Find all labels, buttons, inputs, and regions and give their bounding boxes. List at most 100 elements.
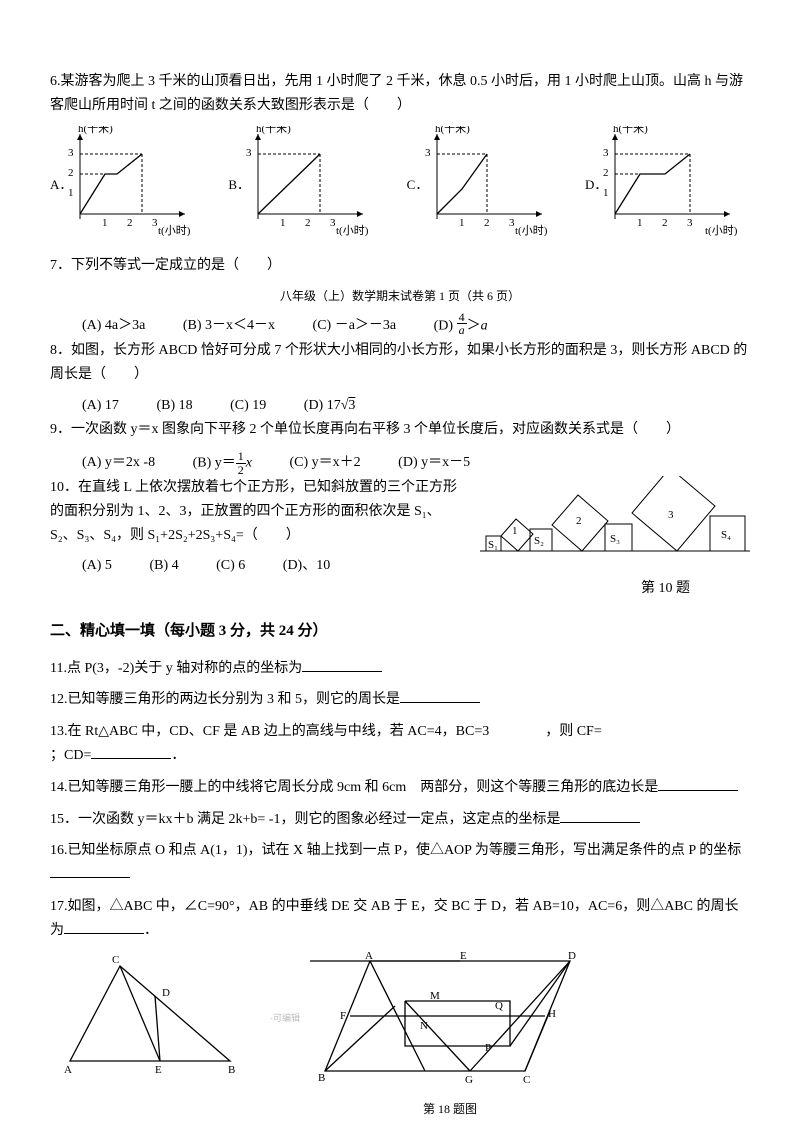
q7-d: (D) 4a＞a <box>434 313 488 339</box>
q8-b: (B) 18 <box>156 394 192 418</box>
svg-text:3: 3 <box>68 147 74 159</box>
q17-blank <box>64 919 144 934</box>
svg-text:t(小时): t(小时) <box>515 224 548 236</box>
svg-text:t(小时): t(小时) <box>705 224 738 236</box>
svg-text:F: F <box>340 1010 346 1022</box>
q8-a: (A) 17 <box>82 394 119 418</box>
q16-text: 16.已知坐标原点 O 和点 A(1，1)，试在 X 轴上找到一点 P，使△AO… <box>50 843 741 858</box>
svg-text:2: 2 <box>127 217 133 229</box>
svg-text:N: N <box>420 1020 428 1032</box>
q6-chart-c-svg: 3 123 h(千米)t(小时) <box>407 126 557 236</box>
svg-text:S₁: S₁ <box>488 539 498 551</box>
page-footer-text: 八年级（上）数学期末试卷第 1 页（共 6 页） <box>280 289 520 303</box>
q13-text2: ；CD= <box>50 748 91 763</box>
svg-text:S₄: S₄ <box>721 529 731 541</box>
q6-chart-b: B． 3 123 h(千米)t(小时) <box>228 126 393 245</box>
q9-opts: (A) y＝2x -8 (B) y＝12x (C) y＝x＋2 (D) y＝x－… <box>50 450 750 476</box>
q14-text: 14.已知等腰三角形一腰上的中线将它周长分成 9cm 和 6cm 两部分，则这个… <box>50 780 658 795</box>
q13: 13.在 Rt△ABC 中，CD、CF 是 AB 边上的高线与中线，若 AC=4… <box>50 720 750 768</box>
svg-text:D: D <box>162 987 170 999</box>
q6-chart-d-svg: 123 123 h(千米)t(小时) <box>585 126 745 236</box>
svg-text:C: C <box>523 1074 530 1086</box>
q8-d: (D) 17√3 <box>304 394 356 418</box>
svg-text:B: B <box>318 1072 325 1084</box>
svg-text:M: M <box>430 990 440 1002</box>
q10: S₁ 1 S₂ 2 S₃ 3 S₄ 10．在直线 L 上依次摆放着七个正方形，已… <box>50 476 750 601</box>
q6-chart-c: C． 3 123 h(千米)t(小时) <box>407 126 572 245</box>
svg-text:C: C <box>112 954 119 966</box>
q12: 12.已知等腰三角形的两边长分别为 3 和 5，则它的周长是 <box>50 688 750 712</box>
q13-text: 13.在 Rt△ABC 中，CD、CF 是 AB 边上的高线与中线，若 AC=4… <box>50 724 602 739</box>
svg-text:G: G <box>465 1074 473 1086</box>
q6-chart-d: D． 123 123 h(千米)t(小时) <box>585 126 750 245</box>
svg-text:2: 2 <box>576 515 582 527</box>
q6: 6.某游客为爬上 3 千米的山顶看日出，先用 1 小时爬了 2 千米，休息 0.… <box>50 70 750 118</box>
fig18-caption: 第 18 题图 <box>310 1099 590 1119</box>
svg-text:P: P <box>485 1042 491 1054</box>
svg-text:3: 3 <box>603 147 609 159</box>
q6-text: 6.某游客为爬上 3 千米的山顶看日出，先用 1 小时爬了 2 千米，休息 0.… <box>50 74 743 113</box>
fig18-svg: AED BGC FH MQ NP <box>310 951 590 1091</box>
q6-chart-a-svg: 123 123 h(千米)t(小时) <box>50 126 200 236</box>
watermark: -可编辑 <box>270 1011 300 1026</box>
q9-a: (A) y＝2x -8 <box>82 451 155 475</box>
q11: 11.点 P(3，-2)关于 y 轴对称的点的坐标为 <box>50 657 750 681</box>
q9-text: 9．一次函数 y＝x 图象向下平移 2 个单位长度再向右平移 3 个单位长度后，… <box>50 422 680 437</box>
q6-chart-a: A． 123 123 h(千米)t(小时) <box>50 126 215 245</box>
q16-blank <box>50 863 130 878</box>
svg-text:2: 2 <box>484 217 490 229</box>
svg-text:S₂: S₂ <box>534 535 544 547</box>
q10-d: (D)、10 <box>283 554 330 578</box>
q8: 8．如图，长方形 ABCD 恰好可分成 7 个形状大小相同的小长方形，如果小长方… <box>50 339 750 387</box>
q7-text: 7．下列不等式一定成立的是（ ） <box>50 258 281 273</box>
q7-opts: (A) 4a＞3a (B) 3－x＜4－x (C) －a＞－3a (D) 4a＞… <box>50 313 750 339</box>
q8-c: (C) 19 <box>230 394 266 418</box>
q15-text: 15．一次函数 y＝kx＋b 满足 2k+b= -1，则它的图象必经过一定点，这… <box>50 812 560 827</box>
q6-charts: A． 123 123 h(千米)t(小时) B． 3 123 <box>50 126 750 245</box>
q9-b: (B) y＝12x <box>193 450 252 476</box>
q7: 7．下列不等式一定成立的是（ ） <box>50 254 750 278</box>
svg-text:h(千米): h(千米) <box>256 126 291 135</box>
svg-text:3: 3 <box>687 217 693 229</box>
svg-text:H: H <box>548 1008 556 1020</box>
q11-text: 11.点 P(3，-2)关于 y 轴对称的点的坐标为 <box>50 661 302 676</box>
q15-blank <box>560 808 640 823</box>
fig18: -可编辑 AED BGC FH MQ NP 第 1 <box>310 951 590 1120</box>
svg-text:3: 3 <box>668 509 674 521</box>
q8-opts: (A) 17 (B) 18 (C) 19 (D) 17√3 <box>50 394 750 418</box>
svg-text:t(小时): t(小时) <box>336 224 369 236</box>
svg-text:1: 1 <box>459 217 465 229</box>
q7-b: (B) 3－x＜4－x <box>183 314 275 338</box>
q12-text: 12.已知等腰三角形的两边长分别为 3 和 5，则它的周长是 <box>50 692 400 707</box>
svg-text:t(小时): t(小时) <box>158 224 191 236</box>
svg-text:h(千米): h(千米) <box>613 126 648 135</box>
q8-text: 8．如图，长方形 ABCD 恰好可分成 7 个形状大小相同的小长方形，如果小长方… <box>50 343 747 382</box>
q6-label-d: D． <box>585 174 607 196</box>
q9-c: (C) y＝x＋2 <box>290 451 361 475</box>
svg-text:E: E <box>155 1064 162 1076</box>
q7-c: (C) －a＞－3a <box>313 314 397 338</box>
q17-text: 17.如图，△ABC 中，∠C=90°，AB 的中垂线 DE 交 AB 于 E，… <box>50 899 739 938</box>
q13-text3: ． <box>171 748 185 763</box>
q6-chart-b-svg: 3 123 h(千米)t(小时) <box>228 126 378 236</box>
svg-text:2: 2 <box>662 217 668 229</box>
svg-text:1: 1 <box>102 217 108 229</box>
q12-blank <box>400 688 480 703</box>
q16: 16.已知坐标原点 O 和点 A(1，1)，试在 X 轴上找到一点 P，使△AO… <box>50 839 750 887</box>
q10-a: (A) 5 <box>82 554 112 578</box>
q17: 17.如图，△ABC 中，∠C=90°，AB 的中垂线 DE 交 AB 于 E，… <box>50 895 750 943</box>
q14-blank <box>658 776 738 791</box>
svg-text:B: B <box>228 1064 235 1076</box>
q14: 14.已知等腰三角形一腰上的中线将它周长分成 9cm 和 6cm 两部分，则这个… <box>50 776 750 800</box>
svg-text:3: 3 <box>425 147 431 159</box>
q10-c: (C) 6 <box>216 554 245 578</box>
q9: 9．一次函数 y＝x 图象向下平移 2 个单位长度再向右平移 3 个单位长度后，… <box>50 418 750 442</box>
q6-label-b: B． <box>228 174 250 196</box>
q15: 15．一次函数 y＝kx＋b 满足 2k+b= -1，则它的图象必经过一定点，这… <box>50 808 750 832</box>
svg-text:1: 1 <box>280 217 286 229</box>
q10-b: (B) 4 <box>149 554 178 578</box>
svg-text:1: 1 <box>512 525 518 537</box>
svg-text:h(千米): h(千米) <box>78 126 113 135</box>
fig17: AEB CD <box>50 951 250 1120</box>
q11-blank <box>302 657 382 672</box>
